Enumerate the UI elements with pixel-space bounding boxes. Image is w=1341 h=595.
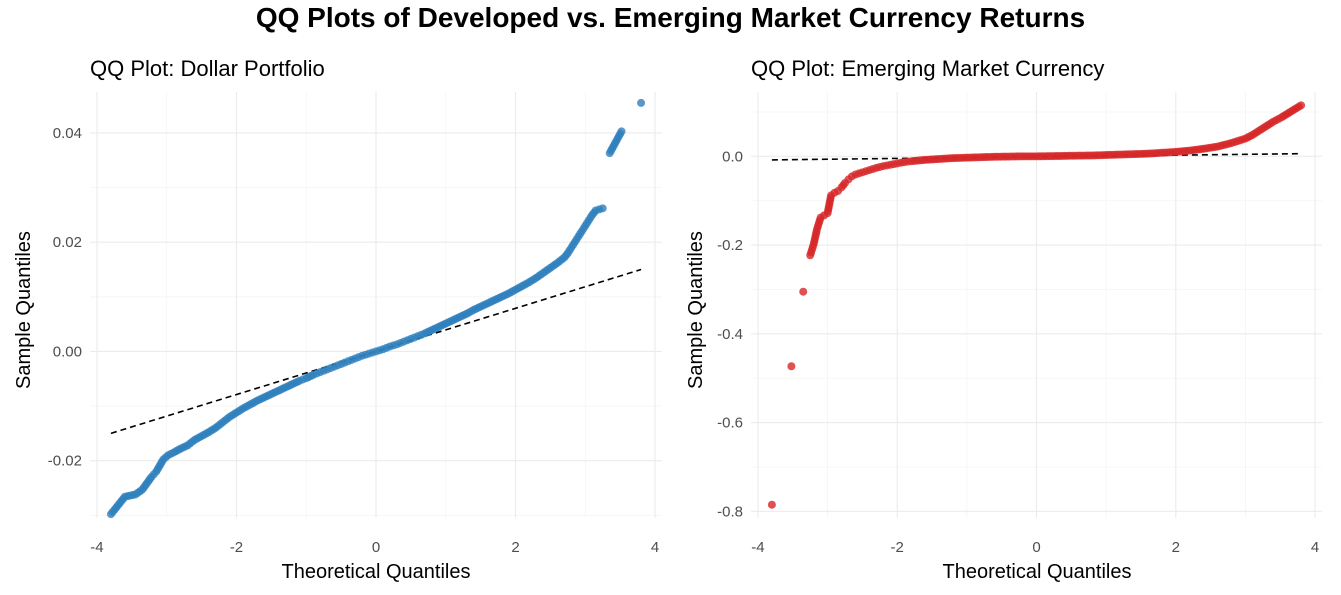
data-points bbox=[767, 101, 1306, 509]
y-tick-label: -0.02 bbox=[48, 453, 82, 470]
panel-title: QQ Plot: Dollar Portfolio bbox=[90, 56, 325, 81]
data-point bbox=[617, 127, 626, 136]
y-tick-label: -0.2 bbox=[717, 237, 743, 254]
qq-plot-dollar-portfolio: QQ Plot: Dollar Portfolio -4 -2 0 2 4 -0.02 0.… bbox=[13, 56, 662, 583]
x-tick-label: 2 bbox=[511, 539, 519, 556]
tick-labels: -4 -2 0 2 4 -0.8 -0.6 -0.4 -0.2 0.0 bbox=[717, 148, 1319, 556]
y-tick-label: -0.8 bbox=[717, 503, 743, 520]
x-tick-label: 4 bbox=[651, 539, 659, 556]
x-tick-label: 4 bbox=[1311, 539, 1319, 556]
y-tick-label: 0.00 bbox=[53, 343, 82, 360]
x-axis-label: Theoretical Quantiles bbox=[282, 561, 471, 583]
y-axis-label: Sample Quantiles bbox=[13, 231, 35, 389]
x-tick-label: -2 bbox=[230, 539, 243, 556]
x-axis-label: Theoretical Quantiles bbox=[943, 561, 1132, 583]
qq-plot-emerging-market-currency: QQ Plot: Emerging Market Currency -4 -2 0 2… bbox=[685, 56, 1322, 583]
x-tick-label: -4 bbox=[90, 539, 103, 556]
data-point bbox=[787, 362, 796, 371]
reference-lines bbox=[110, 268, 642, 435]
x-tick-label: 2 bbox=[1172, 539, 1180, 556]
tick-labels: -4 -2 0 2 4 -0.02 0.00 0.02 0.04 bbox=[48, 125, 659, 556]
x-tick-label: -4 bbox=[751, 539, 764, 556]
data-point bbox=[799, 287, 808, 296]
data-point bbox=[767, 500, 776, 509]
y-tick-label: -0.6 bbox=[717, 415, 743, 432]
data-points bbox=[106, 98, 646, 519]
reference-line bbox=[110, 268, 642, 435]
y-tick-label: 0.0 bbox=[722, 148, 743, 165]
y-axis-label-visible: Sample Quantiles bbox=[685, 231, 707, 389]
y-tick-label: 0.04 bbox=[53, 125, 82, 142]
data-point bbox=[637, 98, 646, 107]
data-point bbox=[1297, 101, 1306, 110]
data-point bbox=[598, 204, 607, 213]
x-tick-label: 0 bbox=[372, 539, 380, 556]
figure-title: QQ Plots of Developed vs. Emerging Marke… bbox=[255, 2, 1086, 33]
y-tick-label: 0.02 bbox=[53, 234, 82, 251]
panel-title: QQ Plot: Emerging Market Currency bbox=[751, 56, 1104, 81]
x-tick-label: 0 bbox=[1032, 539, 1040, 556]
x-tick-label: -2 bbox=[891, 539, 904, 556]
y-tick-label: -0.4 bbox=[717, 326, 743, 343]
